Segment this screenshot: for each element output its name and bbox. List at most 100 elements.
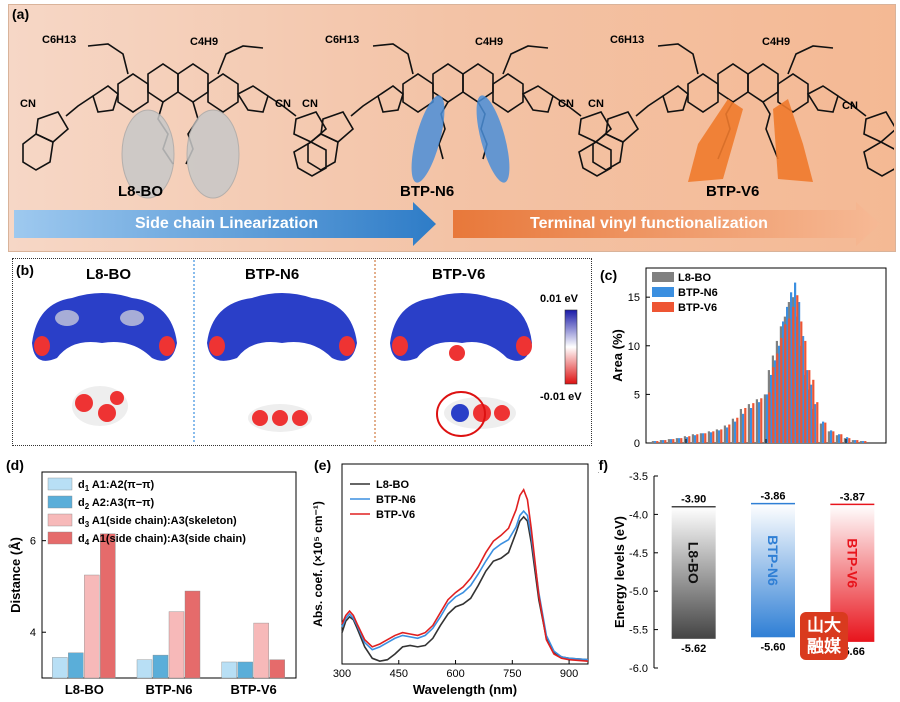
chart-c-bar-l8-bo	[827, 431, 830, 443]
chart-c-legend-label: BTP-N6	[678, 287, 718, 299]
chart-d-legend-swatch	[47, 495, 73, 509]
chart-c-bar-btp-n6	[802, 336, 805, 443]
esp-scale-max: 0.01 eV	[540, 293, 578, 305]
chart-d-bar	[168, 611, 185, 679]
chart-c-bar-btp-n6	[774, 360, 777, 443]
chart-e-xtick-label: 300	[333, 668, 351, 680]
chart-c-bar-l8-bo	[763, 394, 766, 443]
chart-c-bar-btp-v6	[672, 439, 675, 443]
chart-c-bar-btp-n6	[766, 394, 769, 443]
esp-title-btpv6: BTP-V6	[432, 266, 486, 283]
chart-d-legend-swatch	[47, 513, 73, 527]
l8bo-chain-highlight-left	[121, 109, 175, 199]
watermark-logo: 山大 融媒	[800, 612, 848, 660]
chart-c-bar-btp-v6	[776, 353, 779, 443]
chart-c-bar-btp-n6	[790, 292, 793, 443]
chart-c-bar-l8-bo	[859, 441, 862, 443]
chart-c-bar-btp-v6	[728, 424, 731, 443]
chart-d-bar	[84, 574, 100, 679]
chart-c-xtick-label: 0	[763, 447, 769, 448]
chart-c-bar-btp-v6	[796, 295, 799, 443]
btpv6-c6h13-label: C6H13	[610, 34, 645, 46]
chart-c-bar-btp-n6	[662, 440, 665, 443]
chart-c-bar-btp-v6	[816, 402, 819, 443]
chart-c-bar-btp-v6	[840, 434, 843, 443]
molecule-name-btpn6: BTP-N6	[400, 183, 455, 200]
chart-c-xtick-label: -1	[681, 447, 691, 448]
chart-d-legend-label: d2 A2:A3(π−π)	[78, 497, 155, 511]
chart-f-homo-label: -5.62	[681, 643, 706, 655]
chart-e-xtick-label: 750	[503, 668, 521, 680]
chart-d-legend-label: d4 A1(side chain):A3(side chain)	[78, 533, 246, 547]
chart-e-ylabel: Abs. coef. (×10⁵ cm⁻¹)	[311, 501, 325, 627]
chart-e: (e) 300 450 600 750 900 Wavelength (nm) Abs. co…	[311, 457, 589, 697]
chart-d-legend-swatch	[47, 531, 73, 545]
chart-d-category-label: BTP-N6	[146, 682, 193, 697]
l8bo-c6h13-label: C6H13	[42, 34, 77, 46]
l8bo-cn-right-label: CN	[275, 98, 291, 110]
chart-c-bar-btp-v6	[664, 440, 667, 443]
vinyl-arrow	[453, 202, 880, 246]
chart-c-xtick-label: 1	[843, 447, 849, 448]
chart-c-bar-btp-v6	[656, 441, 659, 443]
chart-c-ytick-label: 0	[634, 438, 640, 448]
chart-c-bar-btp-n6	[830, 430, 833, 443]
chart-c-bar-btp-v6	[752, 403, 755, 443]
chart-f-category-label: BTP-N6	[765, 535, 781, 586]
btpv6-cn-right-label: CN	[842, 100, 858, 112]
l8bo-cn-label: CN	[20, 98, 36, 110]
chart-c-bar-btp-n6	[854, 440, 857, 443]
chart-d-ylabel: Distance (Å)	[8, 537, 23, 613]
chart-d-bar	[221, 661, 237, 679]
watermark-text-top: 山大	[807, 616, 841, 635]
molecule-name-l8bo: L8-BO	[118, 183, 163, 200]
chart-e-legend-label: L8-BO	[376, 479, 409, 491]
chart-c-bar-btp-v6	[812, 379, 815, 443]
chart-c-bar-btp-v6	[680, 438, 683, 443]
chart-c-bar-btp-v6	[760, 398, 763, 443]
chart-c-bar-btp-n6	[718, 430, 721, 443]
chart-c-legend-swatch	[652, 272, 674, 282]
chart-f-category-label: BTP-V6	[844, 538, 860, 588]
chart-e-legend-label: BTP-V6	[376, 509, 415, 521]
chart-c-bar-btp-v6	[804, 340, 807, 443]
l8bo-chain-highlight-right	[186, 109, 240, 199]
chart-f: (f) -3.5 -4.0 -4.5 -5.0 -5.5 -6.0 Energy levels…	[598, 457, 875, 675]
l8bo-c4h9-label: C4H9	[190, 36, 219, 48]
chart-c-bar-btp-v6	[788, 318, 791, 443]
chart-c-bar-btp-v6	[832, 431, 835, 443]
chart-f-category-label: L8-BO	[686, 542, 702, 584]
chart-d-legend-swatch	[47, 477, 73, 491]
chart-c-bar-l8-bo	[707, 431, 710, 443]
chart-c-bar-btp-n6	[846, 437, 849, 443]
chart-e-line-btp-v6	[341, 487, 589, 662]
chart-e-xtick-label: 600	[446, 668, 464, 680]
btpv6-chain-highlight-right	[773, 99, 813, 182]
chart-f-ytick-label: -6.0	[629, 663, 648, 675]
chart-c-bar-btp-n6	[798, 302, 801, 443]
chart-c-bar-l8-bo	[723, 425, 726, 443]
chart-c-bar-btp-v6	[696, 434, 699, 443]
chart-d: (d) L8-BO BTP-N6 BTP-V6 4 6 Distance (Å) d1 A1:…	[6, 457, 297, 697]
linearization-arrow	[14, 202, 436, 246]
chart-c-bar-btp-v6	[772, 367, 775, 443]
btpn6-cn-right-label: CN	[558, 98, 574, 110]
chart-c-bar-btp-v6	[864, 441, 867, 443]
chart-c-bar-btp-v6	[808, 370, 811, 443]
chart-c-bar-btp-n6	[786, 306, 789, 443]
chart-f-bar-btp-n6	[751, 503, 795, 638]
chart-d-category-label: BTP-V6	[231, 682, 277, 697]
chart-c-bar-btp-v6	[704, 433, 707, 443]
chart-c-bar-l8-bo	[683, 436, 686, 443]
chart-c-bar-btp-v6	[736, 417, 739, 443]
chart-c-bar-l8-bo	[739, 408, 742, 443]
esp-btpv6	[390, 293, 532, 437]
chart-c-legend-swatch	[652, 302, 674, 312]
chart-d-bar	[237, 661, 253, 679]
chart-f-lumo-label: -3.90	[681, 494, 706, 506]
chart-c-bar-btp-n6	[710, 432, 713, 443]
chart-f-ylabel: Energy levels (eV)	[612, 516, 627, 628]
chart-f-lumo-label: -3.86	[760, 491, 785, 503]
chart-c-bar-btp-v6	[784, 324, 787, 443]
chart-c-bar-btp-n6	[810, 384, 813, 443]
